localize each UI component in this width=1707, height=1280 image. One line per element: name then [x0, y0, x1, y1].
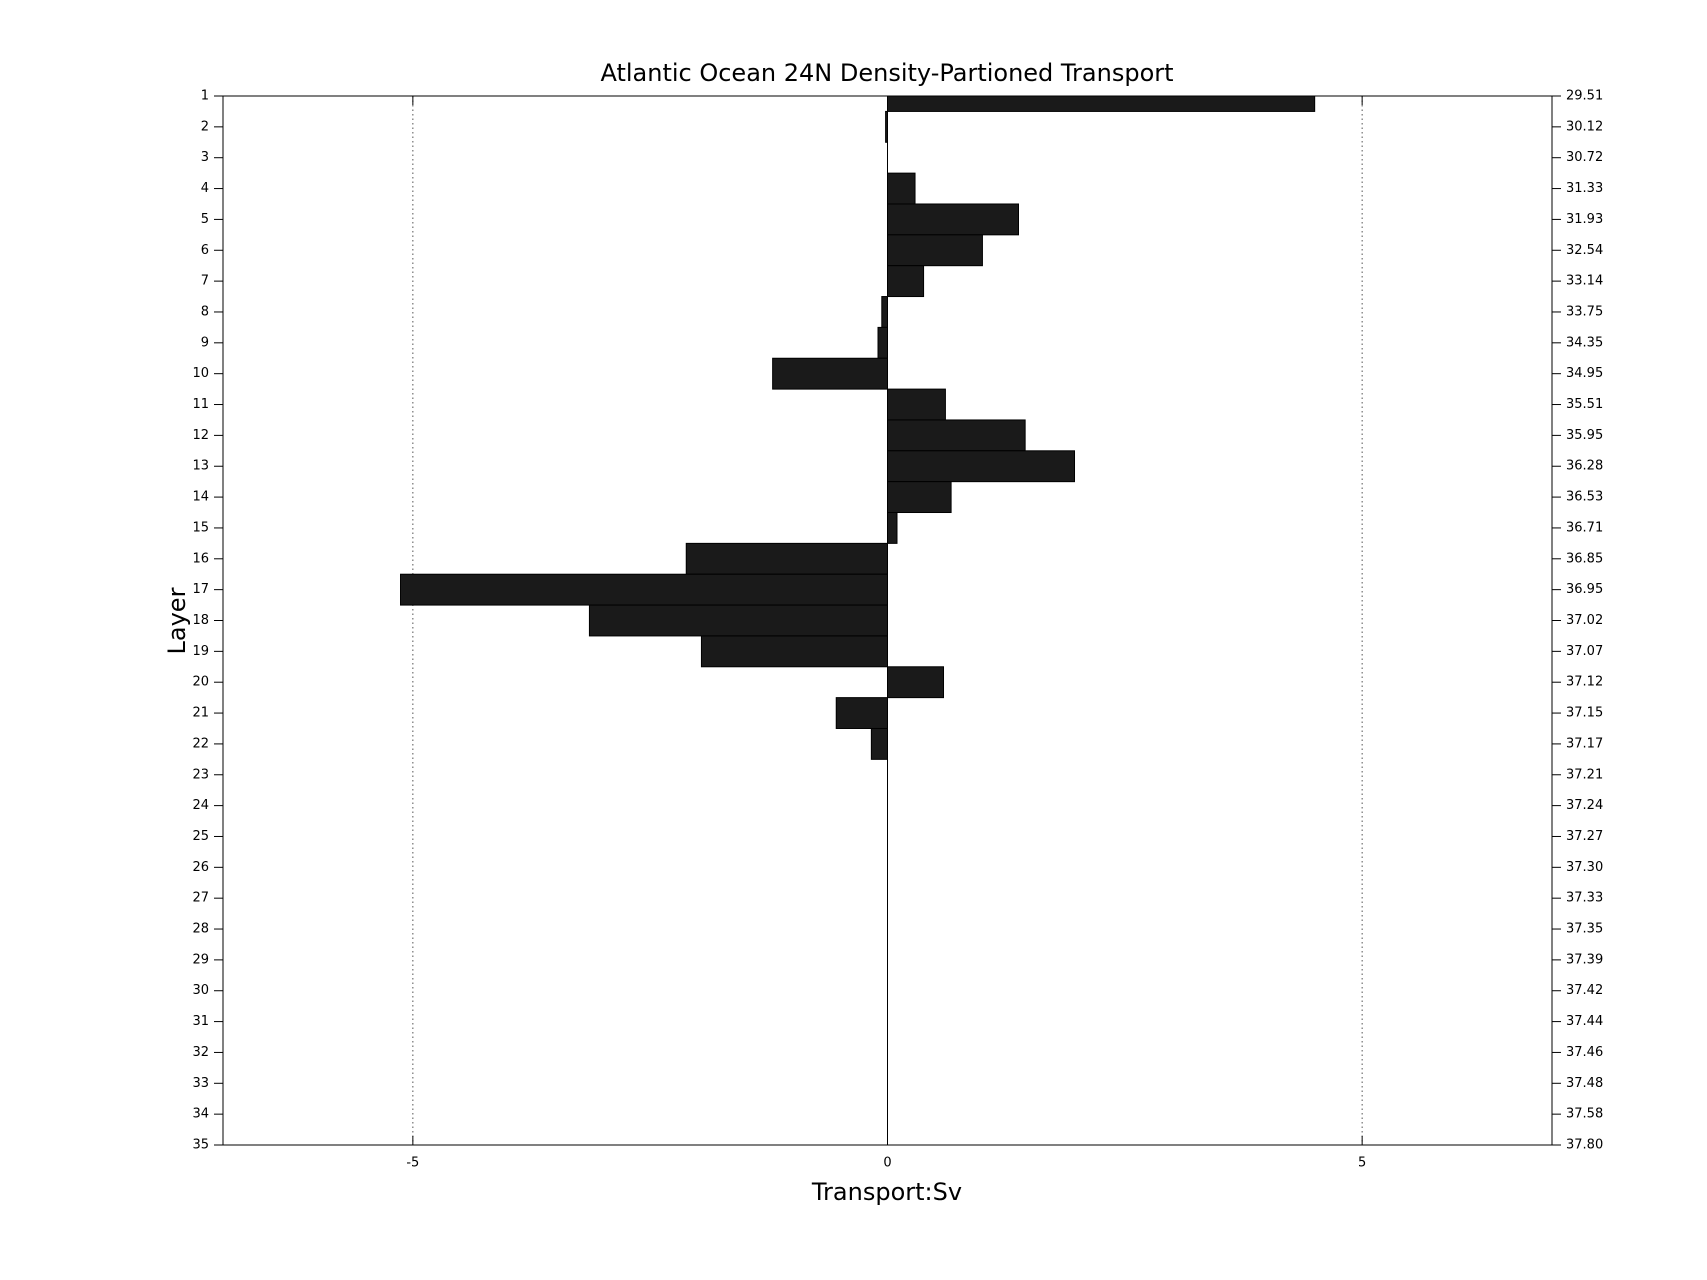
- y-tick-label: 33: [192, 1076, 209, 1091]
- y-tick-label: 26: [192, 860, 209, 875]
- y-tick-label: 3: [201, 150, 209, 165]
- bar: [835, 697, 889, 729]
- x-tick-label: 0: [883, 1156, 891, 1171]
- y2-tick-label: 37.12: [1566, 675, 1603, 690]
- y2-tick-label: 37.46: [1566, 1045, 1603, 1060]
- y-tick-label: 29: [192, 952, 209, 967]
- bars: [400, 96, 1316, 760]
- y2-tick-label: 30.72: [1566, 150, 1603, 165]
- y-tick-label: 30: [192, 983, 209, 998]
- y-tick-label: 10: [192, 366, 209, 381]
- y2-tick-label: 36.71: [1566, 520, 1603, 535]
- y-tick-label: 17: [192, 582, 209, 597]
- y-tick-label: 22: [192, 736, 209, 751]
- bar: [881, 296, 888, 328]
- y-tick-label: 28: [192, 922, 209, 937]
- y-tick-label: 2: [201, 119, 209, 134]
- y-tick-label: 23: [192, 767, 209, 782]
- bar: [887, 265, 925, 298]
- bar: [887, 450, 1076, 483]
- y-tick-label: 14: [192, 490, 209, 505]
- bar: [772, 357, 888, 390]
- y-tick-label: 8: [201, 304, 209, 319]
- y2-tick-label: 37.58: [1566, 1107, 1603, 1122]
- y2-tick-label: 37.21: [1566, 767, 1603, 782]
- chart-title: Atlantic Ocean 24N Density-Partioned Tra…: [600, 59, 1173, 87]
- y2-tick-label: 37.42: [1566, 983, 1603, 998]
- bar: [887, 419, 1026, 452]
- y2-tick-label: 34.95: [1566, 366, 1603, 381]
- y-tick-label: 20: [192, 675, 209, 690]
- bar: [588, 604, 888, 637]
- y2-tick-label: 36.28: [1566, 459, 1603, 474]
- y-tick-label: 21: [192, 706, 209, 721]
- plot-frame: [222, 95, 1553, 1146]
- y2-tick-label: 29.51: [1566, 89, 1603, 104]
- y2-tick-label: 37.30: [1566, 860, 1603, 875]
- y2-tick-label: 36.85: [1566, 551, 1603, 566]
- y2-tick-label: 33.14: [1566, 274, 1603, 289]
- y2-tick-label: 37.24: [1566, 798, 1603, 813]
- y2-tick-label: 33.75: [1566, 304, 1603, 319]
- y2-tick-label: 37.48: [1566, 1076, 1603, 1091]
- y-tick-label: 34: [192, 1107, 209, 1122]
- y2-tick-label: 35.95: [1566, 428, 1603, 443]
- y2-tick-label: 37.02: [1566, 613, 1603, 628]
- y-tick-label: 12: [192, 428, 209, 443]
- y2-tick-label: 37.80: [1566, 1138, 1603, 1153]
- y2-tick-label: 30.12: [1566, 119, 1603, 134]
- y-tick-label: 9: [201, 335, 209, 350]
- y-tick-label: 27: [192, 891, 209, 906]
- y-tick-label: 32: [192, 1045, 209, 1060]
- bar: [870, 727, 888, 760]
- y2-tick-label: 34.35: [1566, 335, 1603, 350]
- y-tick-label: 5: [201, 212, 209, 227]
- y-tick-label: 13: [192, 459, 209, 474]
- y2-tick-label: 32.54: [1566, 243, 1603, 258]
- y2-tick-label: 37.39: [1566, 952, 1603, 967]
- bar: [877, 326, 888, 359]
- x-tick-label: -5: [406, 1156, 419, 1171]
- bar: [887, 203, 1020, 236]
- y-tick-label: 25: [192, 829, 209, 844]
- y-tick-label: 11: [192, 397, 209, 412]
- x-tick-label: 5: [1358, 1156, 1366, 1171]
- bar: [685, 542, 888, 575]
- bar: [887, 172, 916, 205]
- bar: [700, 635, 888, 668]
- y-tick-label: 6: [201, 243, 209, 258]
- y2-tick-label: 36.95: [1566, 582, 1603, 597]
- y2-tick-label: 31.33: [1566, 181, 1603, 196]
- y2-tick-label: 35.51: [1566, 397, 1603, 412]
- y-tick-label: 35: [192, 1138, 209, 1153]
- y2-tick-label: 37.17: [1566, 736, 1603, 751]
- y2-tick-label: 37.35: [1566, 922, 1603, 937]
- y2-tick-label: 37.27: [1566, 829, 1603, 844]
- y2-tick-label: 36.53: [1566, 490, 1603, 505]
- y2-tick-label: 37.07: [1566, 644, 1603, 659]
- bar: [400, 573, 888, 606]
- y-tick-label: 16: [192, 551, 209, 566]
- y-axis-label: Layer: [163, 587, 191, 654]
- y-tick-label: 18: [192, 613, 209, 628]
- bar: [887, 234, 983, 267]
- bar: [887, 512, 898, 544]
- y-tick-label: 1: [201, 89, 209, 104]
- y2-tick-label: 37.15: [1566, 706, 1603, 721]
- y2-tick-label: 37.33: [1566, 891, 1603, 906]
- y-tick-label: 15: [192, 520, 209, 535]
- y2-tick-label: 31.93: [1566, 212, 1603, 227]
- y-tick-label: 7: [201, 274, 209, 289]
- bar: [887, 388, 946, 421]
- x-axis-label: Transport:Sv: [811, 1178, 962, 1206]
- bar: [887, 666, 945, 699]
- y-tick-label: 31: [192, 1014, 209, 1029]
- y-tick-label: 24: [192, 798, 209, 813]
- bar: [887, 481, 952, 514]
- y-tick-label: 4: [201, 181, 209, 196]
- y-tick-label: 19: [192, 644, 209, 659]
- y2-tick-label: 37.44: [1566, 1014, 1603, 1029]
